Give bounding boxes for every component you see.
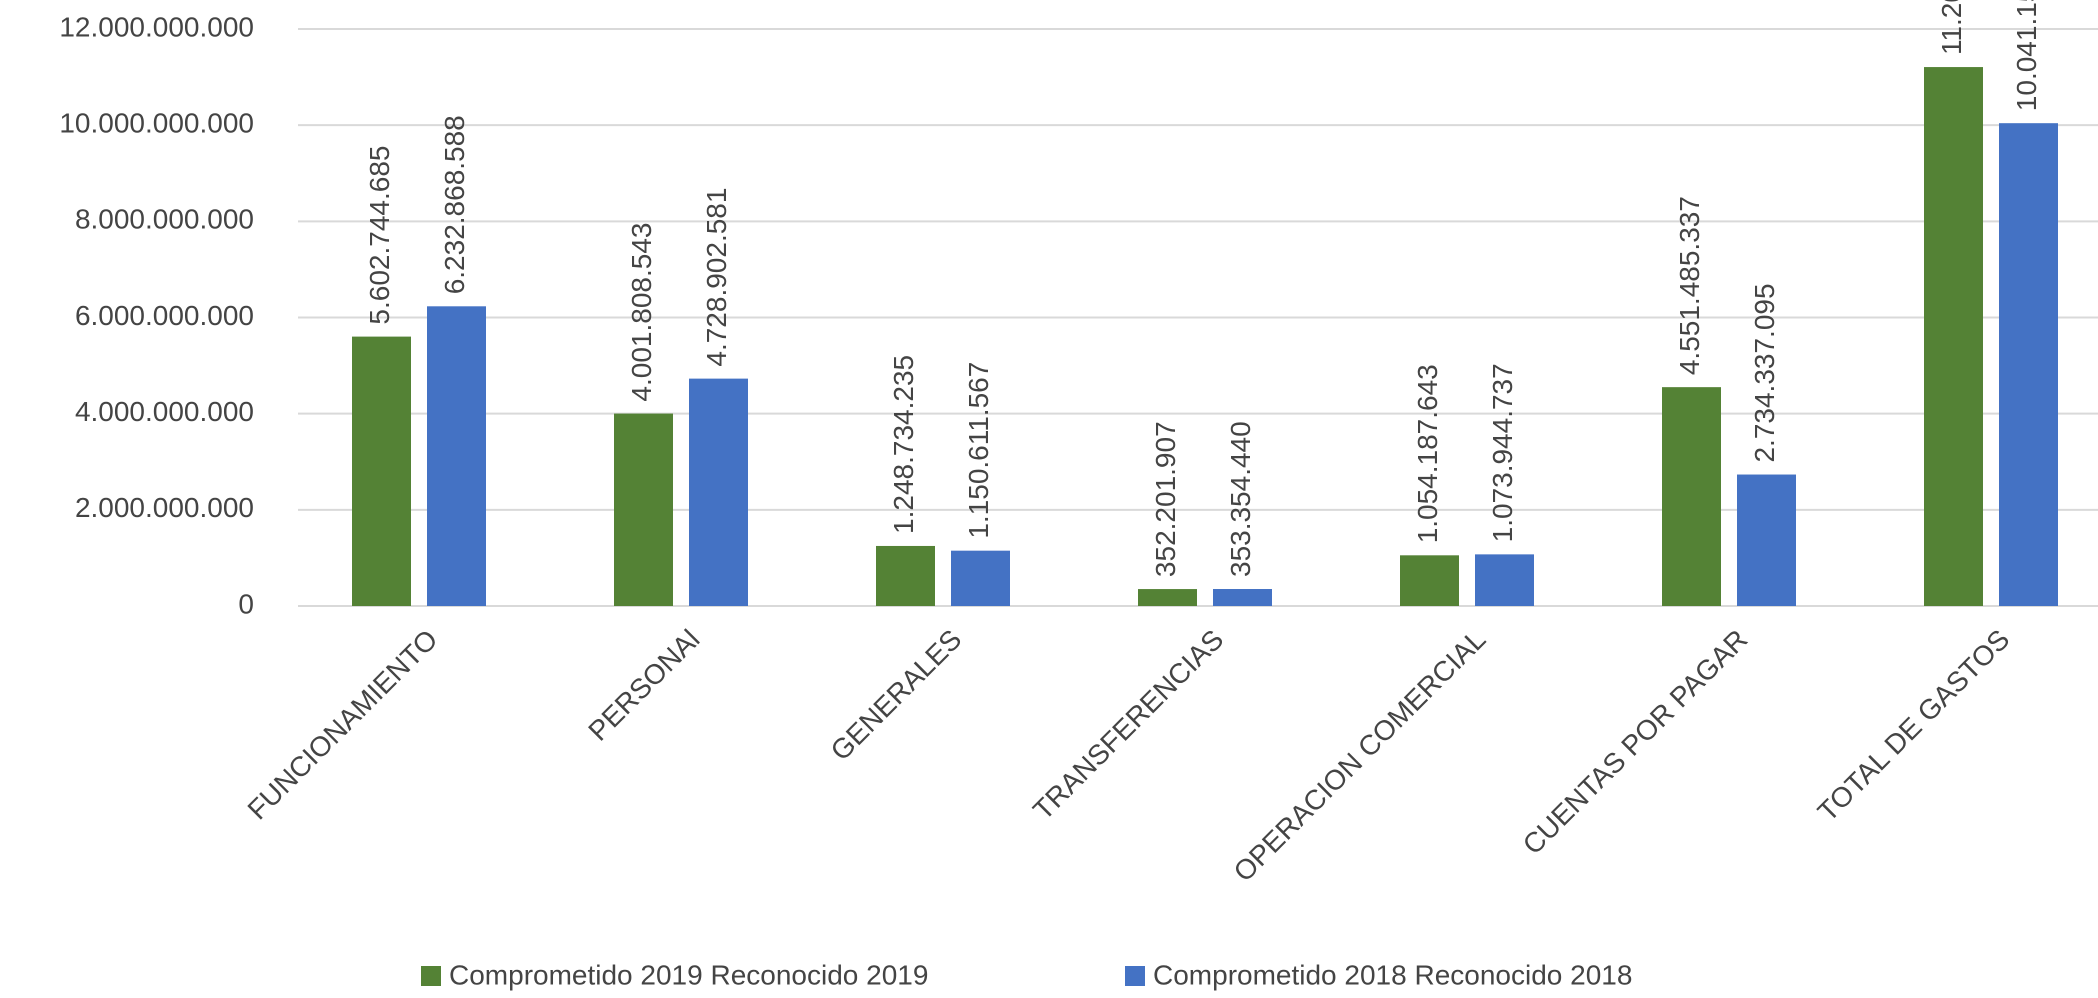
x-tick-label: TOTAL DE GASTOS bbox=[1812, 624, 2016, 828]
x-tick-label: TRANSFERENCIAS bbox=[1027, 624, 1229, 826]
bar bbox=[1213, 589, 1272, 606]
legend-label: Comprometido 2019 Reconocido 2019 bbox=[449, 959, 928, 990]
y-tick-label: 4.000.000.000 bbox=[75, 396, 254, 427]
x-tick-label: GENERALES bbox=[825, 624, 968, 767]
data-label: 1.073.944.737 bbox=[1487, 363, 1518, 542]
bar bbox=[1924, 67, 1983, 606]
y-tick-label: 10.000.000.000 bbox=[59, 108, 254, 139]
bar bbox=[1400, 555, 1459, 606]
bar bbox=[876, 545, 935, 606]
legend-label: Comprometido 2018 Reconocido 2018 bbox=[1153, 959, 1632, 990]
y-tick-label: 8.000.000.000 bbox=[75, 204, 254, 235]
y-tick-label: 6.000.000.000 bbox=[75, 300, 254, 331]
bar bbox=[951, 550, 1010, 606]
bar bbox=[1662, 387, 1721, 606]
legend-swatch bbox=[421, 966, 441, 986]
data-label: 4.001.808.543 bbox=[626, 223, 657, 402]
data-label: 353.354.440 bbox=[1225, 421, 1256, 577]
bar bbox=[614, 413, 673, 606]
y-tick-label: 12.000.000.000 bbox=[59, 11, 254, 42]
data-label: 2.734.337.095 bbox=[1749, 283, 1780, 462]
bar bbox=[427, 306, 486, 606]
bar bbox=[352, 336, 411, 606]
data-label: 1.054.187.643 bbox=[1412, 364, 1443, 543]
data-label: 1.248.734.235 bbox=[888, 355, 919, 534]
bar bbox=[1737, 474, 1796, 606]
bar bbox=[1138, 589, 1197, 606]
y-tick-label: 0 bbox=[238, 588, 254, 619]
x-tick-label: PERSONAl bbox=[582, 624, 705, 747]
bar bbox=[689, 378, 748, 606]
data-label: 352.201.907 bbox=[1150, 421, 1181, 577]
data-label: 11.208.417 bbox=[1936, 0, 1967, 55]
y-tick-label: 2.000.000.000 bbox=[75, 492, 254, 523]
bar bbox=[1475, 554, 1534, 606]
data-label: 6.232.868.588 bbox=[439, 115, 470, 294]
data-label: 4.551.485.337 bbox=[1674, 196, 1705, 375]
data-label: 4.728.902.581 bbox=[701, 188, 732, 367]
data-label: 1.150.611.567 bbox=[963, 362, 994, 539]
x-tick-label: FUNCIONAMIENTO bbox=[242, 624, 444, 826]
x-tick-label: OPERACION COMERCIAL bbox=[1228, 624, 1492, 888]
data-label: 5.602.744.685 bbox=[364, 146, 395, 325]
legend-swatch bbox=[1125, 966, 1145, 986]
data-label: 10.041.150 bbox=[2011, 0, 2042, 111]
bar bbox=[1999, 123, 2058, 606]
x-tick-label: CUENTAS POR PAGAR bbox=[1517, 624, 1754, 861]
